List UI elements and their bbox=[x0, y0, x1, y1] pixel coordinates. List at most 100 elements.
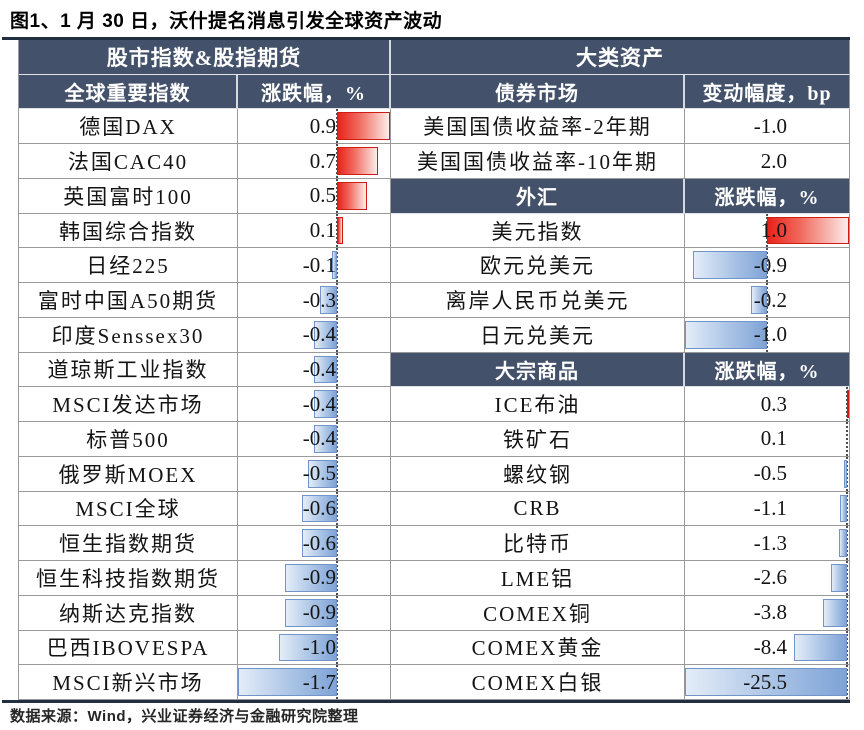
row-label-cell: 离岸人民币兑美元 bbox=[391, 283, 685, 318]
data-source-note: 数据来源：Wind，兴业证券经济与金融研究院整理 bbox=[10, 708, 359, 725]
value-text: -0.5 bbox=[753, 461, 787, 486]
row-value-cell: 0.1 bbox=[238, 213, 391, 249]
row-value-cell: 1.0 bbox=[685, 213, 850, 249]
row-label-cell: 日元兑美元 bbox=[391, 317, 685, 353]
value-text: 2.0 bbox=[760, 148, 787, 173]
bar-axis bbox=[336, 422, 339, 456]
value-text: -0.1 bbox=[302, 252, 336, 277]
row-label-cell: 富时中国A50期货 bbox=[19, 283, 238, 318]
data-bar bbox=[319, 286, 338, 314]
bar-axis bbox=[336, 665, 339, 699]
row-value-cell: -0.6 bbox=[238, 526, 391, 562]
value-text: -0.9 bbox=[302, 565, 336, 590]
bar-axis bbox=[846, 561, 849, 595]
value-text: -0.6 bbox=[302, 495, 336, 520]
row-value-cell: -1.0 bbox=[685, 109, 850, 145]
row-value-cell: -2.6 bbox=[685, 561, 850, 596]
left-name-column-header: 全球重要指数 bbox=[19, 74, 238, 110]
value-text: -0.5 bbox=[302, 461, 336, 486]
value-text: 0.9 bbox=[309, 113, 336, 138]
bar-axis bbox=[846, 422, 849, 456]
row-value-cell: 0.5 bbox=[238, 178, 391, 214]
row-value-cell: -0.4 bbox=[238, 387, 391, 423]
row-label-cell: 美国国债收益率-10年期 bbox=[391, 144, 685, 179]
value-text: 0.5 bbox=[309, 183, 336, 208]
data-bar bbox=[238, 668, 338, 696]
bar-axis bbox=[766, 248, 768, 283]
section-header: 外汇 bbox=[391, 178, 685, 214]
data-bar bbox=[314, 355, 338, 384]
row-value-cell: 0.9 bbox=[238, 109, 391, 145]
bar-axis bbox=[336, 526, 339, 561]
row-label-cell: 英国富时100 bbox=[19, 178, 238, 214]
data-bar bbox=[793, 633, 848, 662]
data-bar bbox=[847, 390, 849, 419]
value-text: 0.7 bbox=[309, 148, 336, 173]
data-bar bbox=[843, 459, 848, 488]
row-label-cell: 道琼斯工业指数 bbox=[19, 352, 238, 388]
row-label-cell: MSCI发达市场 bbox=[19, 387, 238, 423]
bar-axis bbox=[336, 317, 339, 352]
asset-table: 股市指数&股指期货 大类资产 全球重要指数 涨跌幅，% 债券市场 变动幅度，bp 德国DAX… bbox=[18, 40, 850, 700]
value-text: -0.3 bbox=[302, 287, 336, 312]
row-value-cell: -0.5 bbox=[685, 456, 850, 492]
row-value-cell: 0.7 bbox=[238, 144, 391, 179]
row-label-cell: COMEX白银 bbox=[391, 665, 685, 700]
row-label-cell: 螺纹钢 bbox=[391, 456, 685, 492]
left-change-column-header: 涨跌幅，% bbox=[238, 74, 391, 110]
row-label-cell: 恒生指数期货 bbox=[19, 526, 238, 562]
value-text: -0.4 bbox=[302, 391, 336, 416]
row-label-cell: CRB bbox=[391, 491, 685, 527]
row-label-cell: 比特币 bbox=[391, 526, 685, 562]
bar-axis bbox=[336, 630, 339, 665]
data-bar bbox=[302, 529, 338, 558]
bar-axis bbox=[766, 283, 768, 317]
bar-axis bbox=[336, 595, 339, 630]
bar-axis bbox=[336, 456, 339, 491]
row-label-cell: 韩国综合指数 bbox=[19, 213, 238, 249]
bar-axis bbox=[336, 352, 339, 387]
row-label-cell: 巴西IBOVESPA bbox=[19, 630, 238, 666]
row-value-cell: -0.1 bbox=[238, 248, 391, 284]
row-label-cell: ICE布油 bbox=[391, 387, 685, 423]
row-label-cell: COMEX黄金 bbox=[391, 630, 685, 666]
row-value-cell: -0.3 bbox=[238, 283, 391, 318]
value-text: -25.5 bbox=[743, 669, 787, 694]
bar-axis bbox=[336, 491, 339, 526]
data-bar bbox=[693, 251, 767, 280]
row-value-cell: -1.7 bbox=[238, 665, 391, 700]
title-rule bbox=[2, 37, 850, 40]
section-header: 大宗商品 bbox=[391, 352, 685, 388]
data-bar bbox=[767, 216, 849, 245]
bond-unit-header: 变动幅度，bp bbox=[685, 74, 850, 110]
row-value-cell: 0.3 bbox=[685, 387, 850, 423]
row-label-cell: 欧元兑美元 bbox=[391, 248, 685, 284]
value-text: -3.8 bbox=[753, 600, 787, 625]
row-label-cell: 德国DAX bbox=[19, 109, 238, 145]
bar-axis bbox=[336, 561, 339, 595]
value-text: -0.9 bbox=[753, 252, 787, 277]
data-bar bbox=[331, 251, 338, 280]
data-bar bbox=[685, 320, 767, 349]
row-label-cell: 印度Senssex30 bbox=[19, 317, 238, 353]
data-bar bbox=[314, 425, 338, 453]
data-bar bbox=[314, 320, 338, 349]
data-bar bbox=[284, 598, 338, 627]
bar-axis bbox=[846, 526, 849, 561]
value-text: -1.0 bbox=[753, 113, 787, 138]
row-value-cell: -0.6 bbox=[238, 491, 391, 527]
value-text: -1.1 bbox=[753, 495, 787, 520]
row-label-cell: 标普500 bbox=[19, 422, 238, 457]
figure-title: 图1、1 月 30 日，沃什提名消息引发全球资产波动 bbox=[10, 11, 443, 32]
value-text: -0.4 bbox=[302, 356, 336, 381]
row-value-cell: -1.0 bbox=[685, 317, 850, 353]
row-value-cell: -0.5 bbox=[238, 456, 391, 492]
value-text: -0.6 bbox=[302, 530, 336, 555]
row-label-cell: 日经225 bbox=[19, 248, 238, 284]
value-text: 0.3 bbox=[760, 391, 787, 416]
data-bar bbox=[302, 494, 338, 523]
data-bar bbox=[337, 181, 367, 210]
row-value-cell: -0.9 bbox=[685, 248, 850, 284]
row-label-cell: LME铝 bbox=[391, 561, 685, 596]
row-label-cell: 美元指数 bbox=[391, 213, 685, 249]
